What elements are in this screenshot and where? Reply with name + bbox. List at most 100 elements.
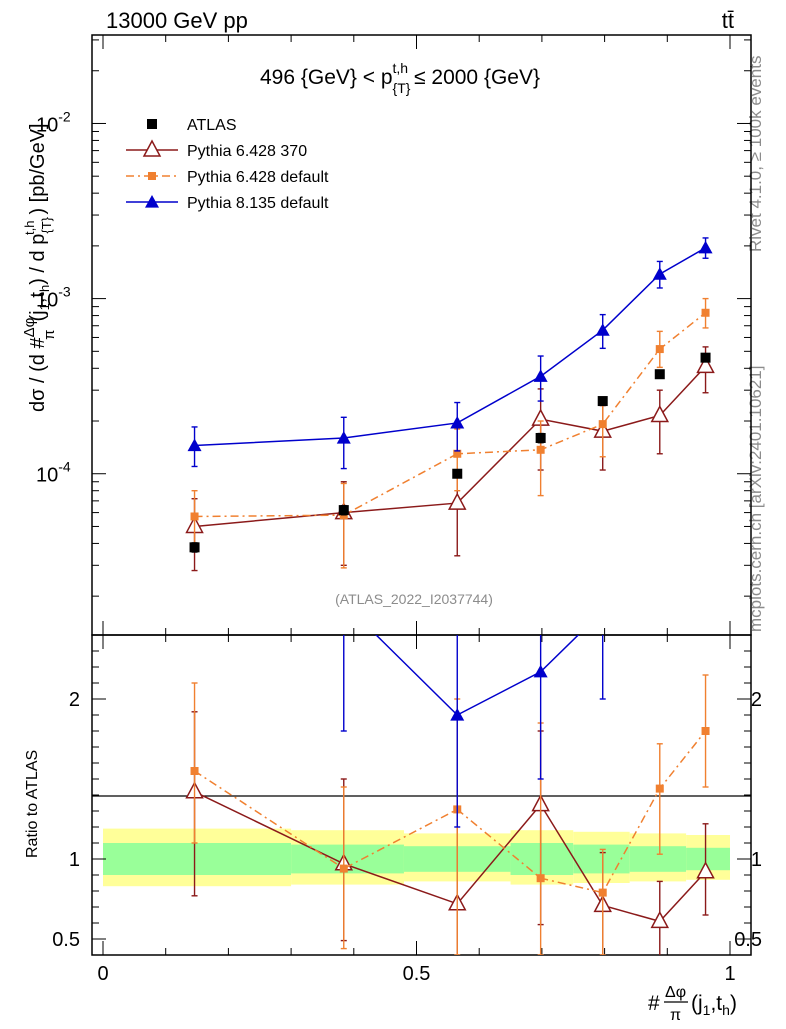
y-axis-label-main: dσ / (d #Δφ π(j1,th) / d p{T}t,h) [pb/GeV… <box>21 123 58 412</box>
data-point <box>652 267 667 280</box>
data-point <box>595 323 610 336</box>
y-tick-label-ratio: 1 <box>69 849 80 871</box>
green-band-segment <box>686 847 730 871</box>
ratio-series-pythia-8-135-default <box>188 404 610 828</box>
y-axis-label-main-pt: ) / d p <box>27 234 49 285</box>
data-point <box>696 355 715 374</box>
y-tick-label-ratio-right: 0.5 <box>734 929 762 951</box>
data-point <box>655 345 664 354</box>
ratio-point <box>650 910 670 929</box>
legend-marker <box>142 139 162 157</box>
ratio-point <box>188 404 202 417</box>
y-tick-label-ratio: 0.5 <box>52 929 80 951</box>
legend-marker <box>145 195 159 208</box>
plot-title-t: {T} <box>393 80 411 96</box>
y-tick-label-exponent: -4 <box>58 459 71 475</box>
ratio-series-line <box>375 635 580 716</box>
main-series <box>185 237 715 572</box>
ratio-series <box>185 404 715 955</box>
plot-title-lower: 496 {GeV} < p <box>260 66 393 89</box>
data-point <box>189 542 200 553</box>
ratio-point <box>701 727 710 735</box>
ratio-point <box>533 664 548 678</box>
energy-label: 13000 GeV pp <box>106 8 248 33</box>
data-point <box>336 430 351 444</box>
plot-title-upper: ≤ 2000 {GeV} <box>414 66 540 89</box>
legend-label: Pythia 8.135 default <box>187 195 329 212</box>
y-tick-label-ratio-right: 2 <box>751 689 762 711</box>
x-axis-label-hash: # <box>648 992 660 1015</box>
green-band-segment <box>629 846 687 872</box>
ratio-point <box>655 784 664 793</box>
data-point <box>654 369 665 380</box>
data-point <box>536 445 545 454</box>
y-axis-label-main-den: π <box>41 329 58 339</box>
plot-title: 496 {GeV} < p{T} t,h ≤ 2000 {GeV} <box>260 60 540 96</box>
data-point <box>700 352 711 363</box>
data-point <box>452 468 463 479</box>
y-axis-label-main-unit: ) [pb/GeV] <box>27 123 49 214</box>
x-axis-label: # Δφ π (j1,th) <box>648 984 737 1024</box>
ratio-point <box>339 864 348 873</box>
data-point <box>190 512 199 521</box>
x-axis-label-rest: (j1,th) <box>691 992 737 1018</box>
x-tick-label: 0 <box>97 963 108 985</box>
series-pythia-6-428-default <box>190 297 710 569</box>
series-atlas <box>189 352 711 553</box>
x-axis-label-comma: ,t <box>710 992 722 1015</box>
legend-entry-pythia-6-428-370: Pythia 6.428 370 <box>126 139 307 160</box>
ratio-point <box>536 874 545 883</box>
x-axis-label-num: Δφ <box>665 984 686 1001</box>
ratio-point <box>450 708 465 721</box>
y-axis-label-main-rest: (j <box>27 310 49 321</box>
ratio-point <box>596 604 610 617</box>
data-point <box>453 449 462 458</box>
y-tick-label-ratio: 2 <box>69 689 80 711</box>
y-tick-label-exponent: -2 <box>58 108 71 124</box>
legend-entry-atlas: ATLAS <box>147 117 237 134</box>
axis-ticks <box>92 35 751 955</box>
x-axis-label-den: π <box>670 1007 681 1024</box>
y-tick-label-ratio-right: 1 <box>751 849 762 871</box>
data-point <box>598 420 607 429</box>
data-point <box>698 240 713 254</box>
data-point <box>338 505 349 516</box>
legend-entry-pythia-8-135-default: Pythia 8.135 default <box>126 195 329 212</box>
legend-marker <box>148 172 156 180</box>
y-axis-label-main-frac: Δφ <box>21 317 38 337</box>
x-tick-label: 0.5 <box>403 963 431 985</box>
y-axis-label-main-sub1: 1 <box>37 303 52 310</box>
y-axis-label-main-text: dσ / (d #Δφ π(j1,th) / d p{T}t,h) [pb/GeV… <box>21 123 58 412</box>
y-axis-label-main-subT: {T} <box>39 216 54 233</box>
legend-label: Pythia 6.428 default <box>187 169 329 186</box>
y-axis-label-main-subh: h <box>37 285 52 292</box>
ratio-uncertainty-bands <box>103 828 730 887</box>
y-axis-label-ratio: Ratio to ATLAS <box>24 750 41 858</box>
green-band-segment <box>510 843 574 875</box>
data-point <box>448 492 467 510</box>
x-tick-label: 1 <box>724 963 735 985</box>
analysis-watermark: (ATLAS_2022_I2037744) <box>335 591 493 607</box>
y-axis-label-main-supth: t,h <box>22 221 37 235</box>
data-point <box>535 432 546 443</box>
data-point <box>650 404 670 423</box>
data-point <box>597 396 608 407</box>
legend: ATLAS Pythia 6.428 370 Pythia 6.428 defaul… <box>126 117 329 212</box>
ratio-point <box>190 767 199 775</box>
y-tick-label-exponent: -3 <box>58 284 71 300</box>
data-point <box>450 415 465 429</box>
mcplots-label: mcplots.cern.ch [arXiv:2401.10621] <box>746 366 765 632</box>
ratio-point <box>598 888 607 897</box>
rivet-label: Rivet 4.1.0, ≥ 100k events <box>746 56 765 252</box>
legend-label: Pythia 6.428 370 <box>187 143 307 160</box>
data-point <box>187 438 202 452</box>
data-point <box>701 308 710 317</box>
legend-entry-pythia-6-428-default: Pythia 6.428 default <box>126 169 329 186</box>
x-axis-label-sub1: 1 <box>703 1002 711 1018</box>
legend-label: ATLAS <box>187 117 237 134</box>
x-axis-label-subh: h <box>722 1002 730 1018</box>
series-line <box>194 312 707 518</box>
x-axis-label-close: ) <box>730 992 737 1015</box>
plot-title-th: t,h <box>392 60 408 76</box>
